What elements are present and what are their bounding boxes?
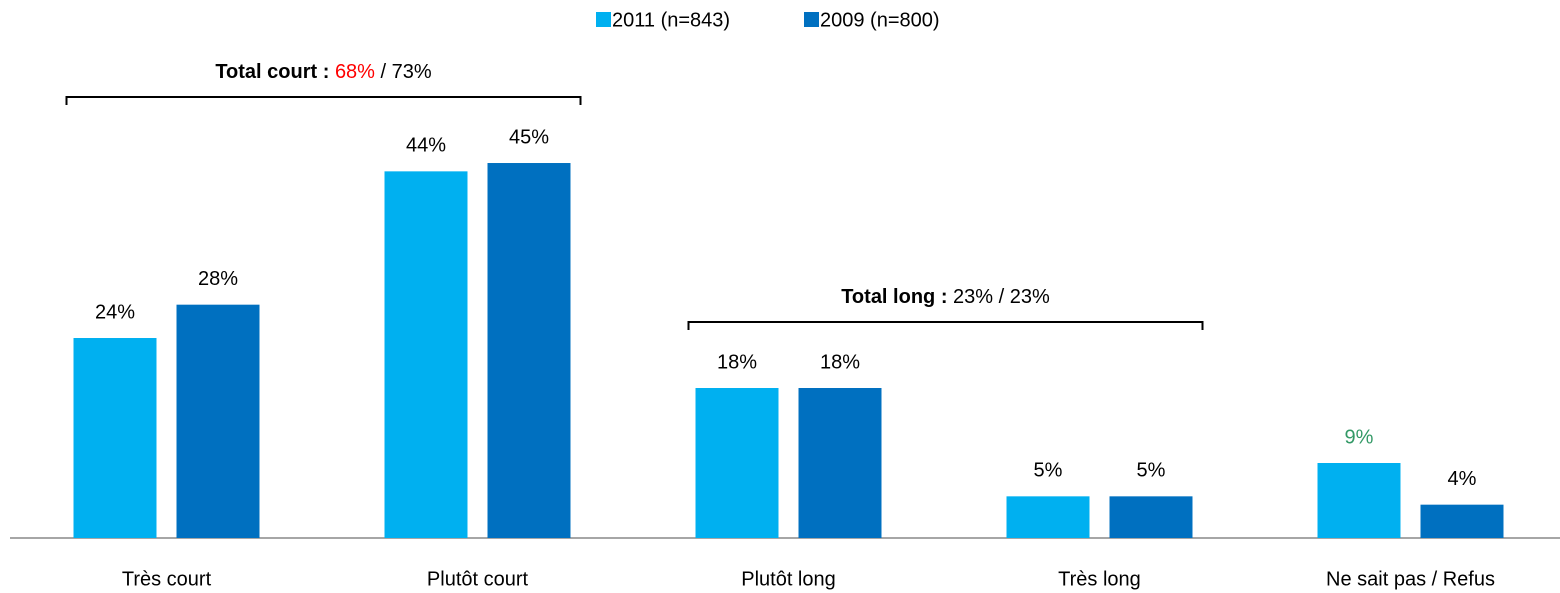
value-label: 44% [406, 135, 446, 157]
annotation-separator: / [999, 286, 1005, 308]
x-tick-label: Ne sait pas / Refus [1326, 568, 1495, 590]
annotation: Total court : 68% / 73% [215, 61, 432, 83]
annotation-value: 73% [392, 61, 432, 83]
annotation: Total long : 23% / 23% [841, 286, 1050, 308]
x-tick-label: Plutôt long [741, 568, 836, 590]
x-tick-label: Plutôt court [427, 568, 529, 590]
bar [1317, 463, 1401, 538]
bar [1006, 496, 1090, 538]
annotation-label: Total court : [215, 61, 329, 83]
bar [176, 304, 260, 538]
bar [384, 171, 468, 538]
value-label: 24% [95, 301, 135, 323]
annotation-label: Total long : [841, 286, 947, 308]
bar [798, 388, 882, 538]
value-label: 28% [198, 268, 238, 290]
value-label: 18% [820, 351, 860, 373]
bracket [65, 96, 582, 106]
annotation-separator: / [381, 61, 387, 83]
value-label: 9% [1345, 426, 1374, 448]
legend-swatch [596, 12, 611, 27]
annotation-value: 68% [335, 61, 375, 83]
value-label: 5% [1034, 460, 1063, 482]
annotation-value: 23% [1010, 286, 1050, 308]
value-label: 45% [509, 126, 549, 148]
value-label: 5% [1137, 460, 1166, 482]
bar [695, 388, 779, 538]
value-label: 18% [717, 351, 757, 373]
value-label: 4% [1448, 468, 1477, 490]
legend-swatch [804, 12, 819, 27]
legend-label: 2009 (n=800) [820, 9, 940, 31]
bar [1420, 504, 1504, 538]
bracket [687, 321, 1204, 331]
bar [73, 338, 157, 538]
bar [487, 163, 571, 538]
x-tick-label: Très court [122, 568, 212, 590]
legend-label: 2011 (n=843) [612, 9, 730, 31]
bar [1109, 496, 1193, 538]
x-tick-label: Très long [1058, 568, 1141, 590]
annotation-value: 23% [953, 286, 993, 308]
legend: 2011 (n=843) 2009 (n=800) [596, 9, 940, 31]
